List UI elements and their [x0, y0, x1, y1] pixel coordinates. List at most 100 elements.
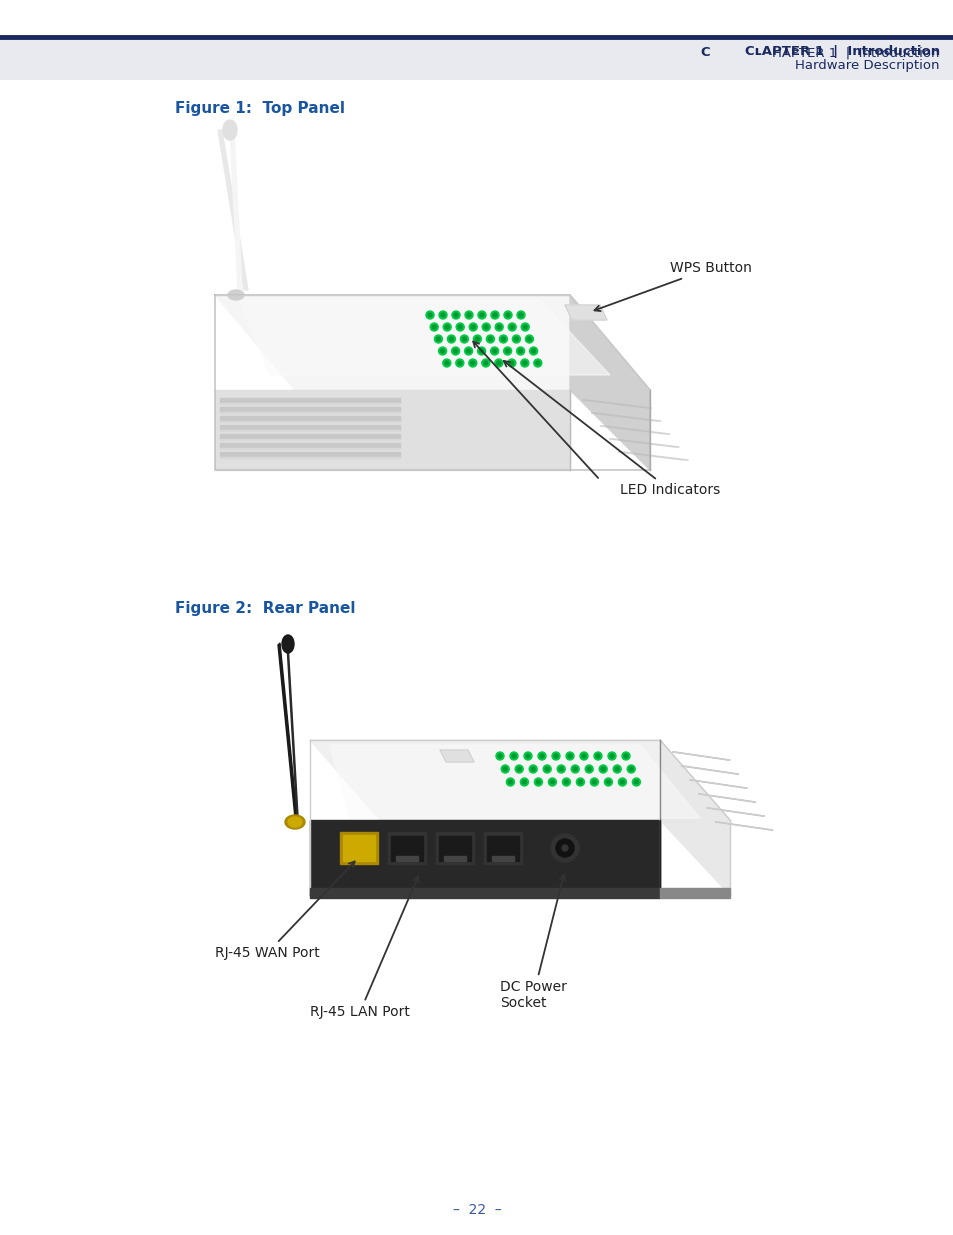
- Circle shape: [432, 325, 436, 329]
- Circle shape: [496, 752, 503, 760]
- Circle shape: [456, 359, 463, 367]
- Circle shape: [596, 755, 599, 758]
- Polygon shape: [609, 438, 679, 447]
- Polygon shape: [220, 443, 399, 448]
- Circle shape: [464, 347, 472, 354]
- Circle shape: [497, 755, 501, 758]
- Polygon shape: [438, 836, 471, 861]
- Polygon shape: [220, 408, 399, 412]
- Circle shape: [453, 350, 457, 353]
- Circle shape: [518, 312, 522, 317]
- Circle shape: [510, 325, 514, 329]
- Circle shape: [483, 361, 487, 366]
- Text: DC Power
Socket: DC Power Socket: [499, 874, 566, 1010]
- Circle shape: [534, 778, 542, 785]
- Circle shape: [445, 325, 449, 329]
- Polygon shape: [330, 745, 700, 818]
- Circle shape: [506, 778, 514, 785]
- Polygon shape: [230, 130, 242, 290]
- Polygon shape: [443, 856, 465, 861]
- Circle shape: [497, 361, 500, 366]
- Circle shape: [556, 839, 574, 857]
- Circle shape: [517, 767, 520, 771]
- Circle shape: [475, 337, 479, 341]
- Circle shape: [519, 778, 528, 785]
- Polygon shape: [220, 433, 399, 438]
- Circle shape: [522, 781, 526, 784]
- Circle shape: [529, 347, 537, 354]
- Polygon shape: [388, 832, 426, 864]
- Polygon shape: [599, 426, 670, 433]
- Polygon shape: [569, 295, 649, 471]
- Circle shape: [552, 752, 559, 760]
- Circle shape: [505, 312, 510, 317]
- Text: RJ-45 WAN Port: RJ-45 WAN Port: [214, 862, 355, 960]
- Polygon shape: [689, 781, 747, 788]
- Circle shape: [619, 781, 624, 784]
- Circle shape: [454, 312, 457, 317]
- Circle shape: [576, 778, 584, 785]
- Circle shape: [520, 359, 528, 367]
- Circle shape: [434, 335, 442, 343]
- Circle shape: [456, 324, 464, 331]
- Text: Figure 2:  Rear Panel: Figure 2: Rear Panel: [174, 600, 355, 615]
- Circle shape: [428, 312, 432, 317]
- Polygon shape: [706, 808, 764, 816]
- Text: Hardware Description: Hardware Description: [795, 58, 939, 72]
- Circle shape: [490, 347, 498, 354]
- Polygon shape: [218, 130, 248, 290]
- Circle shape: [523, 752, 532, 760]
- Polygon shape: [439, 750, 474, 762]
- Circle shape: [466, 350, 470, 353]
- Ellipse shape: [288, 818, 302, 827]
- Polygon shape: [436, 832, 474, 864]
- Circle shape: [609, 755, 614, 758]
- Circle shape: [471, 325, 475, 329]
- Ellipse shape: [223, 120, 236, 140]
- Circle shape: [442, 359, 451, 367]
- Circle shape: [587, 767, 591, 771]
- Circle shape: [518, 350, 522, 353]
- Polygon shape: [220, 416, 399, 421]
- Circle shape: [615, 767, 618, 771]
- Circle shape: [509, 361, 514, 366]
- Ellipse shape: [228, 290, 244, 300]
- Polygon shape: [220, 452, 399, 457]
- Circle shape: [542, 764, 551, 773]
- Circle shape: [469, 324, 476, 331]
- Circle shape: [502, 767, 507, 771]
- Circle shape: [618, 778, 626, 785]
- Polygon shape: [698, 794, 756, 802]
- Circle shape: [621, 752, 629, 760]
- Circle shape: [632, 778, 639, 785]
- Polygon shape: [483, 832, 521, 864]
- Text: LED Indicators: LED Indicators: [503, 361, 720, 496]
- Circle shape: [607, 752, 616, 760]
- Circle shape: [598, 764, 606, 773]
- Circle shape: [462, 337, 466, 341]
- Circle shape: [571, 764, 578, 773]
- Circle shape: [539, 755, 543, 758]
- Circle shape: [440, 350, 444, 353]
- Circle shape: [486, 335, 494, 343]
- Circle shape: [444, 361, 448, 366]
- Circle shape: [467, 312, 471, 317]
- Circle shape: [508, 324, 516, 331]
- Polygon shape: [715, 823, 773, 830]
- Ellipse shape: [285, 815, 305, 829]
- Polygon shape: [214, 295, 649, 390]
- Circle shape: [606, 781, 610, 784]
- Circle shape: [531, 350, 535, 353]
- Polygon shape: [310, 888, 659, 898]
- Circle shape: [522, 361, 526, 366]
- Polygon shape: [339, 832, 377, 864]
- Text: C: C: [700, 47, 709, 59]
- Circle shape: [449, 337, 453, 341]
- Polygon shape: [240, 300, 609, 375]
- Circle shape: [497, 325, 500, 329]
- Circle shape: [451, 347, 459, 354]
- Circle shape: [626, 764, 635, 773]
- Circle shape: [561, 845, 567, 851]
- Circle shape: [479, 312, 483, 317]
- Circle shape: [507, 359, 516, 367]
